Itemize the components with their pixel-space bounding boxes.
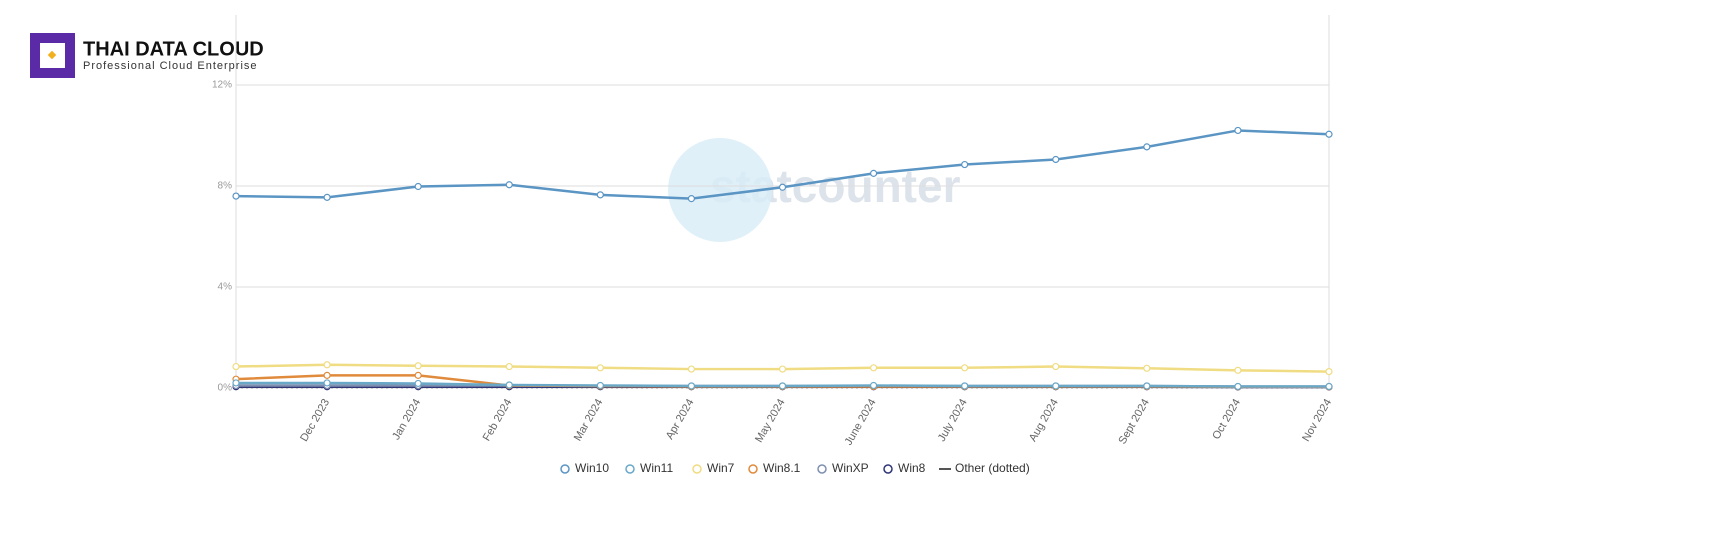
y-tick-label: 12%: [212, 80, 232, 91]
point: [506, 364, 512, 370]
logo-subtitle: Professional Cloud Enterprise: [83, 60, 258, 72]
point: [597, 192, 603, 198]
point: [688, 383, 694, 389]
point: [233, 364, 239, 370]
point: [415, 363, 421, 369]
legend-marker: [693, 465, 701, 473]
legend-marker: [561, 465, 569, 473]
legend-label: Win8: [898, 461, 926, 475]
point: [871, 170, 877, 176]
point: [415, 184, 421, 190]
legend-label: Win8.1: [763, 461, 801, 475]
legend-marker: [626, 465, 634, 473]
y-tick-label: 8%: [218, 181, 233, 192]
point: [871, 365, 877, 371]
point: [688, 366, 694, 372]
x-tick-label: Mar 2024: [572, 397, 606, 443]
legend-marker: [884, 465, 892, 473]
x-tick-label: Oct 2024: [1210, 397, 1243, 442]
y-tick-label: 4%: [218, 282, 233, 293]
legend-marker: [818, 465, 826, 473]
legend-label: Other (dotted): [955, 461, 1030, 475]
point: [962, 365, 968, 371]
logo: THAI DATA CLOUD Professional Cloud Enter…: [30, 33, 264, 78]
point: [871, 382, 877, 388]
point: [597, 365, 603, 371]
legend-label: WinXP: [832, 461, 869, 475]
point: [1053, 364, 1059, 370]
point: [233, 193, 239, 199]
x-tick-label: Sept 2024: [1116, 397, 1151, 446]
point: [1326, 383, 1332, 389]
legend-label: Win7: [707, 461, 735, 475]
legend-label: Win11: [640, 461, 673, 475]
point: [688, 196, 694, 202]
point: [1235, 127, 1241, 133]
point: [597, 382, 603, 388]
x-tick-label: Aug 2024: [1027, 397, 1061, 444]
x-tick-label: July 2024: [936, 397, 970, 444]
point: [1144, 383, 1150, 389]
point: [780, 366, 786, 372]
x-tick-label: Dec 2023: [298, 397, 332, 444]
point: [1144, 365, 1150, 371]
point: [1053, 383, 1059, 389]
point: [324, 380, 330, 386]
point: [1235, 383, 1241, 389]
point: [780, 383, 786, 389]
point: [506, 382, 512, 388]
point: [324, 194, 330, 200]
point: [506, 182, 512, 188]
point: [962, 383, 968, 389]
point: [1326, 369, 1332, 375]
point: [324, 372, 330, 378]
logo-title: THAI DATA CLOUD: [83, 38, 264, 60]
point: [415, 380, 421, 386]
x-tick-label: May 2024: [753, 397, 788, 445]
point: [962, 162, 968, 168]
point: [1144, 144, 1150, 150]
legend-marker: [749, 465, 757, 473]
point: [780, 184, 786, 190]
x-tick-label: June 2024: [843, 397, 879, 448]
point: [415, 372, 421, 378]
x-tick-label: Nov 2024: [1300, 397, 1334, 444]
point: [1326, 131, 1332, 137]
x-tick-label: Apr 2024: [664, 397, 697, 442]
point: [324, 362, 330, 368]
x-tick-label: Feb 2024: [481, 397, 515, 443]
legend-label: Win10: [575, 461, 609, 475]
point: [233, 380, 239, 386]
point: [1235, 367, 1241, 373]
x-tick-label: Jan 2024: [390, 397, 423, 442]
y-tick-label: 0%: [218, 383, 233, 394]
point: [1053, 156, 1059, 162]
